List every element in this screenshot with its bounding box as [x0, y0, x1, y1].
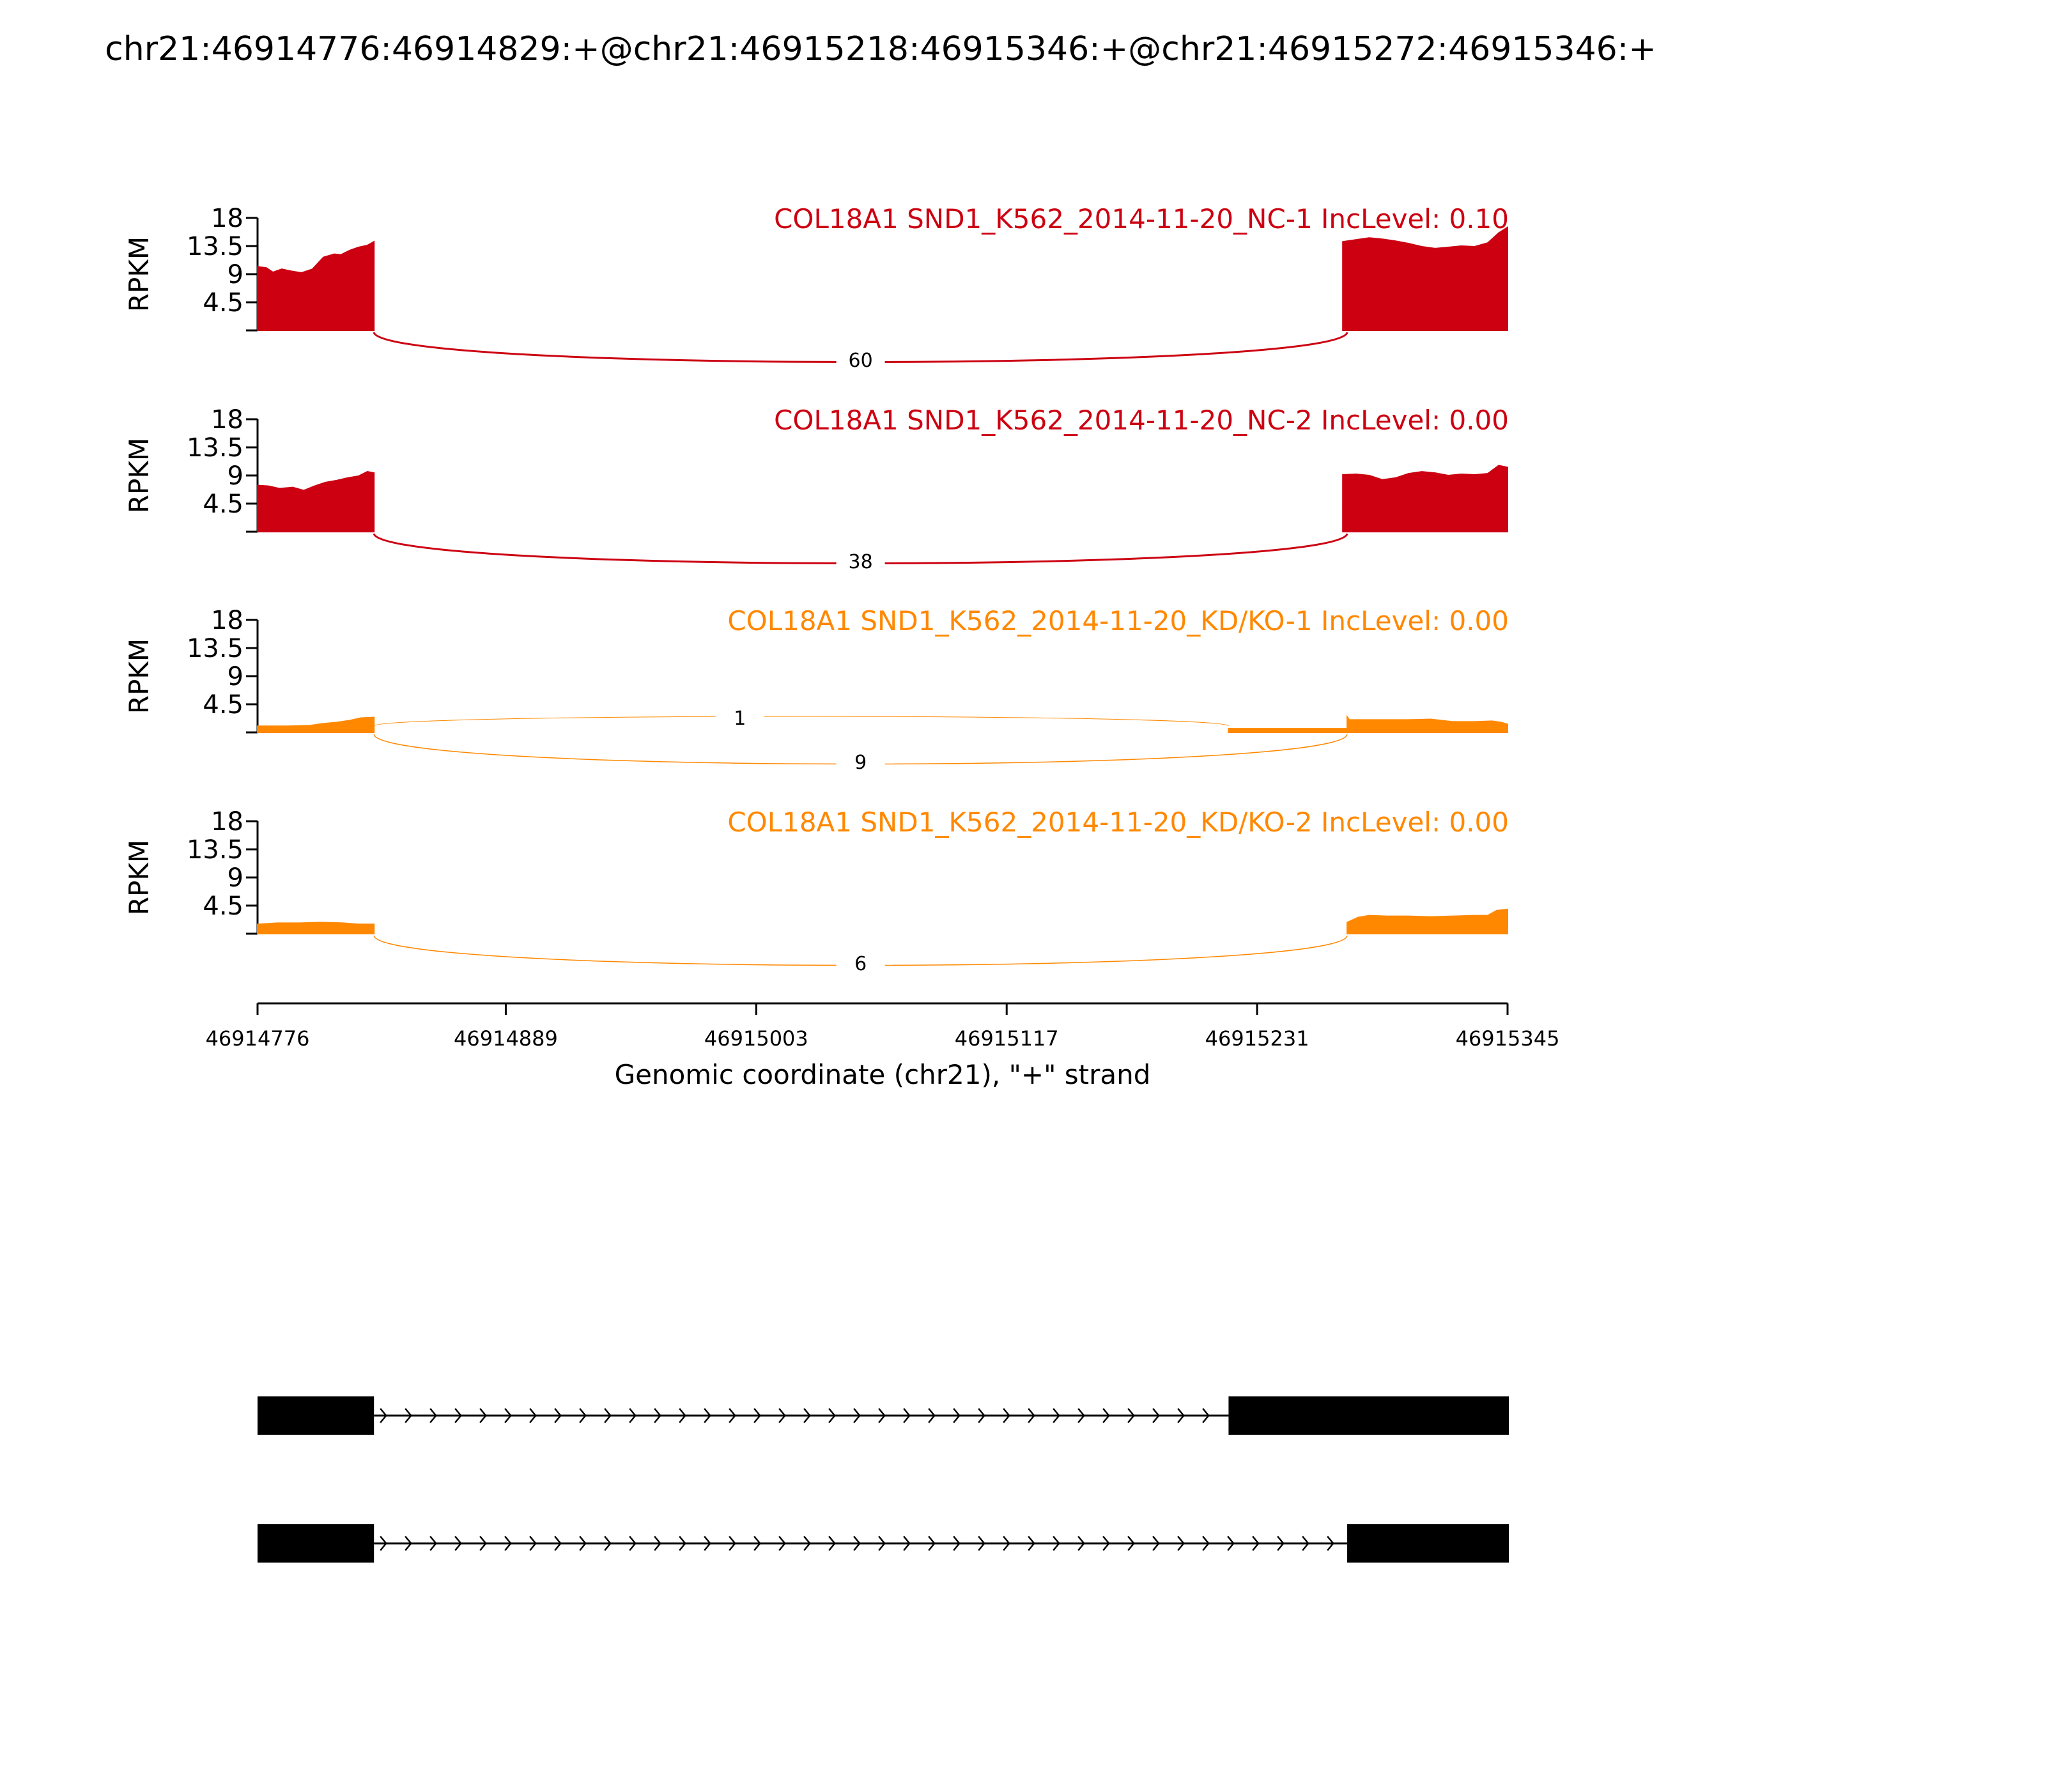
track-2: 4.5913.518 RPKM COL18A1 SND1_K562_2014-11-… [123, 405, 1509, 573]
y-tick-label: 9 [228, 260, 243, 290]
y-tick-label: 13.5 [187, 433, 243, 463]
isoform-1 [258, 1396, 1509, 1435]
exon-block [258, 1524, 374, 1563]
coverage-tracks: 4.5913.518RPKMCOL18A1 SND1_K562_2014-11-… [123, 203, 1509, 975]
y-axis-label: RPKM [123, 638, 155, 714]
y-axis-label: RPKM [123, 840, 155, 915]
coverage-area [258, 242, 374, 330]
y-tick-label: 18 [211, 606, 243, 635]
isoform-structures [258, 1396, 1509, 1563]
y-tick-label: 18 [211, 807, 243, 837]
y-tick-label: 13.5 [187, 232, 243, 261]
y-tick-label: 4.5 [203, 490, 243, 519]
y-tick-label: 13.5 [187, 835, 243, 865]
junction-count: 1 [734, 707, 746, 730]
junction-count: 60 [849, 350, 873, 372]
x-tick-label: 46914889 [454, 1026, 558, 1051]
exon-block [1347, 1524, 1509, 1563]
y-tick-label: 18 [211, 405, 243, 435]
x-tick-label: 46915117 [955, 1026, 1059, 1051]
coverage-area [1343, 465, 1508, 532]
x-tick-label: 46915345 [1456, 1026, 1560, 1051]
track-label: COL18A1 SND1_K562_2014-11-20_KD/KO-1 Inc… [727, 605, 1509, 637]
chart-title: chr21:46914776:46914829:+@chr21:46915218… [105, 30, 1656, 68]
coverage-area [1347, 909, 1508, 934]
junction-arc [374, 716, 1228, 726]
y-tick-label: 9 [228, 662, 243, 691]
coverage-area [1347, 717, 1508, 732]
y-tick-label: 4.5 [203, 288, 243, 318]
x-tick-label: 46915231 [1205, 1026, 1309, 1051]
y-tick-label: 4.5 [203, 892, 243, 921]
junction-count: 6 [854, 953, 867, 975]
junction-count: 9 [854, 752, 867, 774]
y-tick-label: 13.5 [187, 634, 243, 663]
y-tick-label: 9 [228, 461, 243, 491]
exon-block [1228, 1396, 1509, 1435]
coverage-area [258, 718, 374, 733]
y-axis-label: RPKM [123, 236, 155, 312]
coverage-area [258, 472, 374, 532]
junction-count: 38 [849, 551, 873, 573]
x-axis: 46914776 46914889 46915003 46915117 46915231… [206, 1003, 1560, 1090]
coverage-area [258, 922, 374, 934]
exon-block [258, 1396, 374, 1435]
track-label: COL18A1 SND1_K562_2014-11-20_NC-2 IncLev… [774, 405, 1509, 436]
x-tick-label: 46914776 [206, 1026, 310, 1051]
coverage-area [1343, 228, 1508, 330]
coverage-area [1228, 729, 1347, 732]
x-tick-label: 46915003 [704, 1026, 808, 1051]
y-tick-label: 4.5 [203, 690, 243, 720]
track-label: COL18A1 SND1_K562_2014-11-20_NC-1 IncLev… [774, 203, 1509, 235]
y-tick-label: 9 [228, 863, 243, 893]
isoform-2 [258, 1524, 1509, 1563]
x-axis-label: Genomic coordinate (chr21), "+" strand [615, 1059, 1151, 1090]
track-label: COL18A1 SND1_K562_2014-11-20_KD/KO-2 Inc… [727, 807, 1509, 838]
y-tick-label: 18 [211, 204, 243, 233]
y-axis-label: RPKM [123, 438, 155, 513]
